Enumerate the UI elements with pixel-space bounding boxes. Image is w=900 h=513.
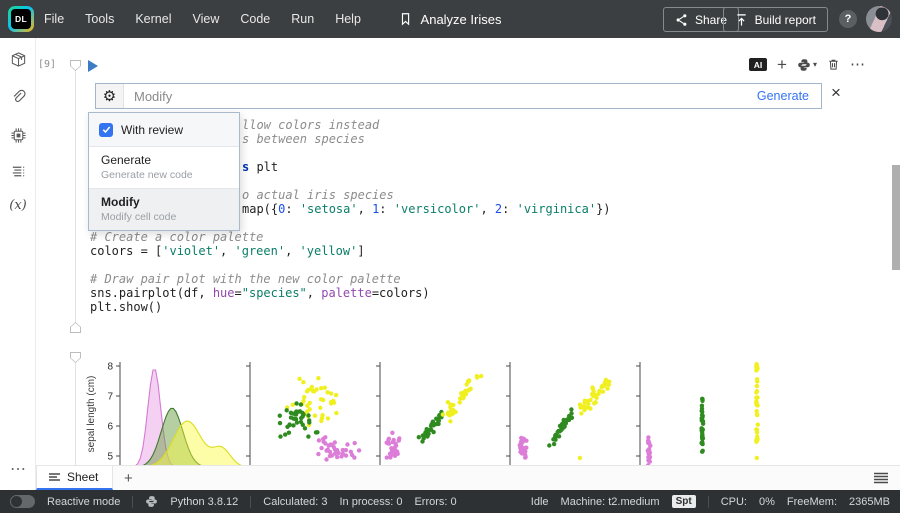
svg-text:6: 6 [107, 422, 113, 433]
freemem-label: FreeMem: [787, 496, 837, 508]
svg-text:7: 7 [107, 392, 113, 403]
upload-icon [735, 13, 748, 27]
dropdown-option-generate[interactable]: Generate Generate new code [89, 146, 239, 188]
menu-help[interactable]: Help [335, 12, 361, 26]
gear-icon: ⚙ [103, 89, 116, 104]
vertical-scrollbar[interactable] [892, 165, 900, 270]
in-process-count: In process: 0 [339, 496, 402, 508]
packages-icon[interactable] [0, 46, 36, 72]
chevron-down-icon: ▾ [813, 61, 817, 69]
kernel-state: Idle [531, 496, 549, 508]
outline-icon[interactable] [0, 158, 36, 184]
bookmark-icon[interactable] [399, 11, 413, 27]
build-report-label: Build report [755, 13, 816, 27]
menu-code[interactable]: Code [240, 12, 270, 26]
help-button[interactable]: ? [839, 10, 857, 28]
status-left: Reactive mode Python 3.8.12 Calculated: … [10, 495, 457, 508]
with-review-checkbox[interactable] [99, 123, 113, 137]
reactive-mode-toggle[interactable] [10, 495, 35, 508]
sheet-menu-icon [49, 472, 60, 482]
code-line: # Create a color palette [90, 230, 850, 244]
reactive-mode-label: Reactive mode [47, 496, 120, 508]
menu-run[interactable]: Run [291, 12, 314, 26]
python-icon [145, 495, 158, 508]
kernel-selector-button[interactable]: ▾ [797, 58, 817, 72]
notebook-title: Analyze Irises [421, 12, 502, 27]
menu-view[interactable]: View [192, 12, 219, 26]
ai-assistant-button[interactable]: AI [749, 58, 767, 71]
menu-file[interactable]: File [44, 12, 64, 26]
menu-bar: File Tools Kernel View Code Run Help [44, 0, 361, 38]
machine-label[interactable]: Machine: t2.medium [561, 496, 660, 508]
ai-settings-button[interactable]: ⚙ [96, 84, 124, 108]
cell-more-button[interactable]: ⋯ [850, 57, 866, 72]
pairplot-svg: sepal length (cm) 8 7 6 5 [36, 340, 900, 465]
svg-text:5: 5 [107, 452, 113, 463]
variables-icon[interactable]: (x) [0, 192, 36, 218]
collapse-cell-bottom-handle[interactable] [70, 322, 81, 333]
tab-sheet[interactable]: Sheet [36, 466, 113, 490]
ai-mode-dropdown: With review Generate Generate new code Mod… [88, 112, 240, 231]
code-line: plt.show() [90, 300, 850, 314]
divider [708, 496, 709, 508]
user-avatar[interactable] [866, 6, 892, 32]
code-line: sns.pairplot(df, hue="species", palette=… [90, 286, 850, 300]
errors-count: Errors: 0 [414, 496, 456, 508]
with-review-label: With review [121, 123, 183, 137]
option-description: Generate new code [101, 169, 227, 181]
add-cell-button[interactable]: + [777, 56, 787, 73]
generate-button[interactable]: Generate [757, 89, 809, 103]
sidebar-more-button[interactable]: ⋯ [0, 462, 36, 478]
run-cell-button[interactable] [88, 60, 98, 72]
divider [132, 496, 133, 508]
option-description: Modify cell code [101, 211, 227, 223]
sheet-tab-bar: Sheet + [36, 465, 900, 490]
attachments-icon[interactable] [0, 84, 36, 110]
cell-left-border [75, 66, 76, 324]
add-sheet-button[interactable]: + [113, 466, 143, 490]
close-ai-prompt-button[interactable]: × [831, 84, 841, 101]
top-bar: DL File Tools Kernel View Code Run Help Analyz… [0, 0, 900, 38]
option-label: Modify [101, 195, 227, 209]
build-report-button[interactable]: Build report [723, 7, 828, 32]
option-label: Generate [101, 153, 227, 167]
status-right: Idle Machine: t2.medium Spt CPU: 0% Free… [531, 495, 890, 508]
code-line [90, 258, 850, 272]
cpu-label: CPU: [721, 496, 747, 508]
collapse-cell-handle[interactable] [70, 60, 81, 71]
status-bar: Reactive mode Python 3.8.12 Calculated: … [0, 490, 900, 513]
spot-instance-badge: Spt [672, 495, 696, 508]
freemem-value: 2365MB [849, 496, 890, 508]
ai-prompt-bar[interactable]: ⚙ Modify Generate [95, 83, 822, 109]
sheet-tab-label: Sheet [67, 470, 98, 484]
share-icon [675, 13, 688, 27]
left-sidebar: (x) ⋯ [0, 38, 36, 490]
delete-cell-button[interactable] [827, 58, 840, 71]
datalore-logo[interactable]: DL [8, 6, 34, 32]
code-line: # Draw pair plot with the new color pale… [90, 272, 850, 286]
datalore-logo-text: DL [11, 9, 31, 29]
ai-prompt-input[interactable]: Modify [134, 89, 757, 104]
svg-text:sepal length (cm): sepal length (cm) [86, 376, 97, 453]
cell-toolbar: AI + ▾ ⋯ [749, 56, 866, 73]
with-review-option[interactable]: With review [89, 113, 239, 146]
dropdown-options: Generate Generate new code Modify Modify ce… [89, 146, 239, 230]
notebook-title-box: Analyze Irises [399, 0, 502, 38]
cell-execution-count: [9] [38, 59, 56, 70]
sheet-list-button[interactable] [874, 466, 888, 490]
python-icon [797, 58, 811, 72]
environment-icon[interactable] [0, 122, 36, 148]
python-version[interactable]: Python 3.8.12 [170, 496, 238, 508]
menu-tools[interactable]: Tools [85, 12, 114, 26]
cpu-value: 0% [759, 496, 775, 508]
calculated-count: Calculated: 3 [263, 496, 327, 508]
divider [250, 496, 251, 508]
menu-kernel[interactable]: Kernel [135, 12, 171, 26]
svg-text:8: 8 [107, 362, 113, 373]
notebook-canvas: [9] AI + ▾ ⋯ ⚙ Modify Generate [36, 38, 892, 465]
code-line: colors = ['violet', 'green', 'yellow'] [90, 244, 850, 258]
dropdown-option-modify[interactable]: Modify Modify cell code [89, 188, 239, 230]
